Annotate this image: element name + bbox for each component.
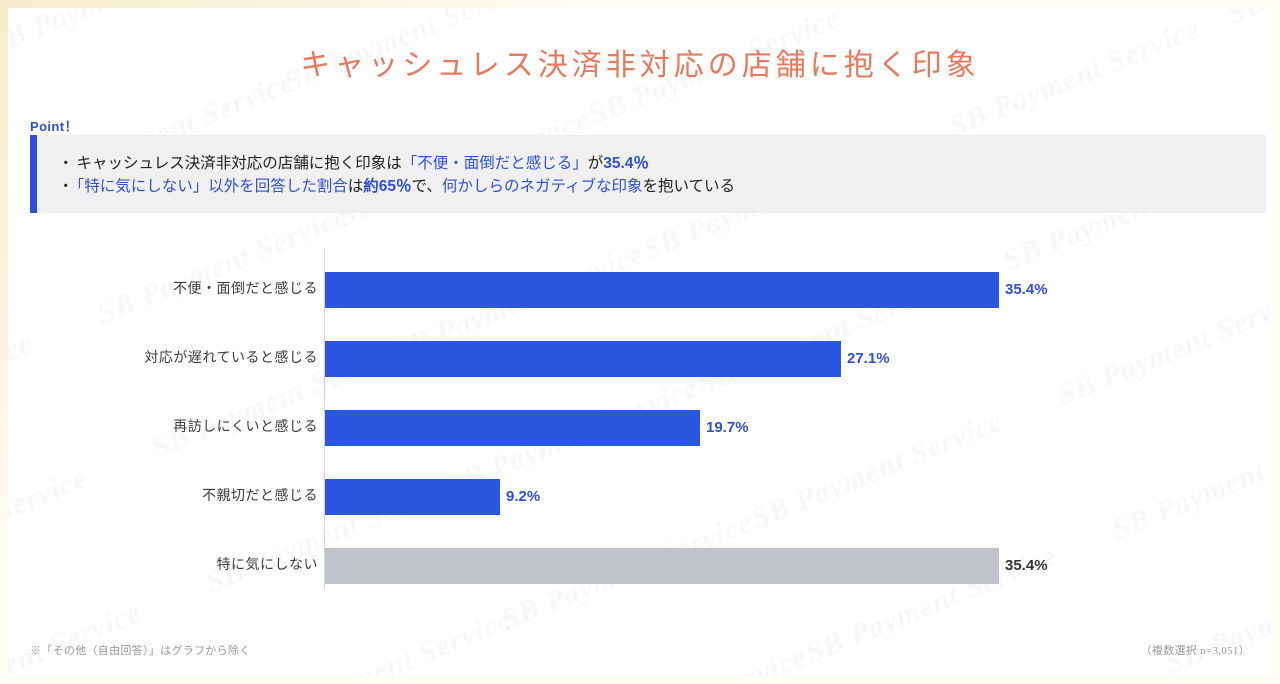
point-label: Point！	[30, 119, 78, 134]
page-title: キャッシュレス決済非対応の店舗に抱く印象	[300, 49, 980, 82]
bar-category-label: 特に気にしない	[216, 558, 318, 573]
bar-fill[interactable]	[325, 410, 700, 446]
bar-row: 不便・面倒だと感じる 35.4%	[8, 272, 1272, 308]
bar-row: 対応が遅れていると感じる 27.1%	[8, 341, 1272, 377]
bar-value-label: 9.2%	[506, 488, 541, 505]
bar-value-label: 35.4%	[1005, 281, 1048, 298]
point-line-2-highlight-1: 「特に気にしない」以外を回答した割合	[76, 178, 348, 195]
point-line-1-highlight-2: 35.4％	[603, 155, 649, 172]
bar-fill[interactable]	[325, 272, 999, 308]
point-line-1: ・キャッシュレス決済非対応の店舗に抱く印象は「不便・面倒だと感じる」が35.4％	[58, 153, 649, 175]
bar-value-label: 19.7%	[706, 419, 749, 436]
bar-track: 19.7%	[325, 410, 1225, 446]
point-line-1-highlight-1: 「不便・面倒だと感じる」	[401, 155, 588, 172]
bar-chart: 不便・面倒だと感じる 35.4% 対応が遅れていると感じる 27.1% 再訪しにくいと感…	[8, 238, 1272, 593]
bar-track: 27.1%	[325, 341, 1225, 377]
bar-track: 35.4%	[325, 548, 1225, 584]
bar-row: 不親切だと感じる 9.2%	[8, 479, 1272, 515]
point-line-1-seg3: が	[587, 155, 604, 172]
chart-axis-line	[324, 248, 325, 589]
point-line-2-seg6: を抱いている	[642, 178, 736, 195]
bar-track: 35.4%	[325, 272, 1225, 308]
bar-category-label: 不親切だと感じる	[202, 489, 318, 504]
bar-fill[interactable]	[325, 479, 500, 515]
bar-fill[interactable]	[325, 341, 841, 377]
point-line-2-highlight-2: 約65％	[363, 178, 412, 195]
point-line-2-seg4: で、	[411, 178, 442, 195]
point-line-1-seg1: キャッシュレス決済非対応の店舗に抱く印象は	[76, 155, 402, 172]
point-line-2-seg2: は	[347, 178, 364, 195]
bar-track: 9.2%	[325, 479, 1225, 515]
footnote-right: （複数選択 n=3,051）	[1140, 645, 1250, 657]
point-box: ・キャッシュレス決済非対応の店舗に抱く印象は「不便・面倒だと感じる」が35.4％…	[30, 135, 1266, 213]
bar-value-label: 35.4%	[1005, 557, 1048, 574]
slide-content: キャッシュレス決済非対応の店舗に抱く印象 Point！ ・キャッシュレス決済非対…	[8, 8, 1272, 676]
bar-value-label: 27.1%	[847, 350, 890, 367]
point-accent-bar	[30, 135, 37, 213]
bar-row: 再訪しにくいと感じる 19.7%	[8, 410, 1272, 446]
footnote-left: ※「その他（自由回答）」はグラフから除く	[30, 645, 251, 657]
bar-row: 特に気にしない 35.4%	[8, 548, 1272, 584]
bar-fill[interactable]	[325, 548, 999, 584]
point-line-2-highlight-3: 何かしらのネガティブな印象	[441, 178, 643, 195]
bar-category-label: 再訪しにくいと感じる	[173, 420, 318, 435]
bar-category-label: 不便・面倒だと感じる	[173, 282, 318, 297]
point-line-1-bullet: ・	[58, 155, 74, 172]
point-line-2-bullet: ・	[58, 178, 74, 195]
bar-category-label: 対応が遅れていると感じる	[144, 351, 318, 366]
point-line-2: ・「特に気にしない」以外を回答した割合は約65％で、何かしらのネガティブな印象を…	[58, 176, 735, 198]
